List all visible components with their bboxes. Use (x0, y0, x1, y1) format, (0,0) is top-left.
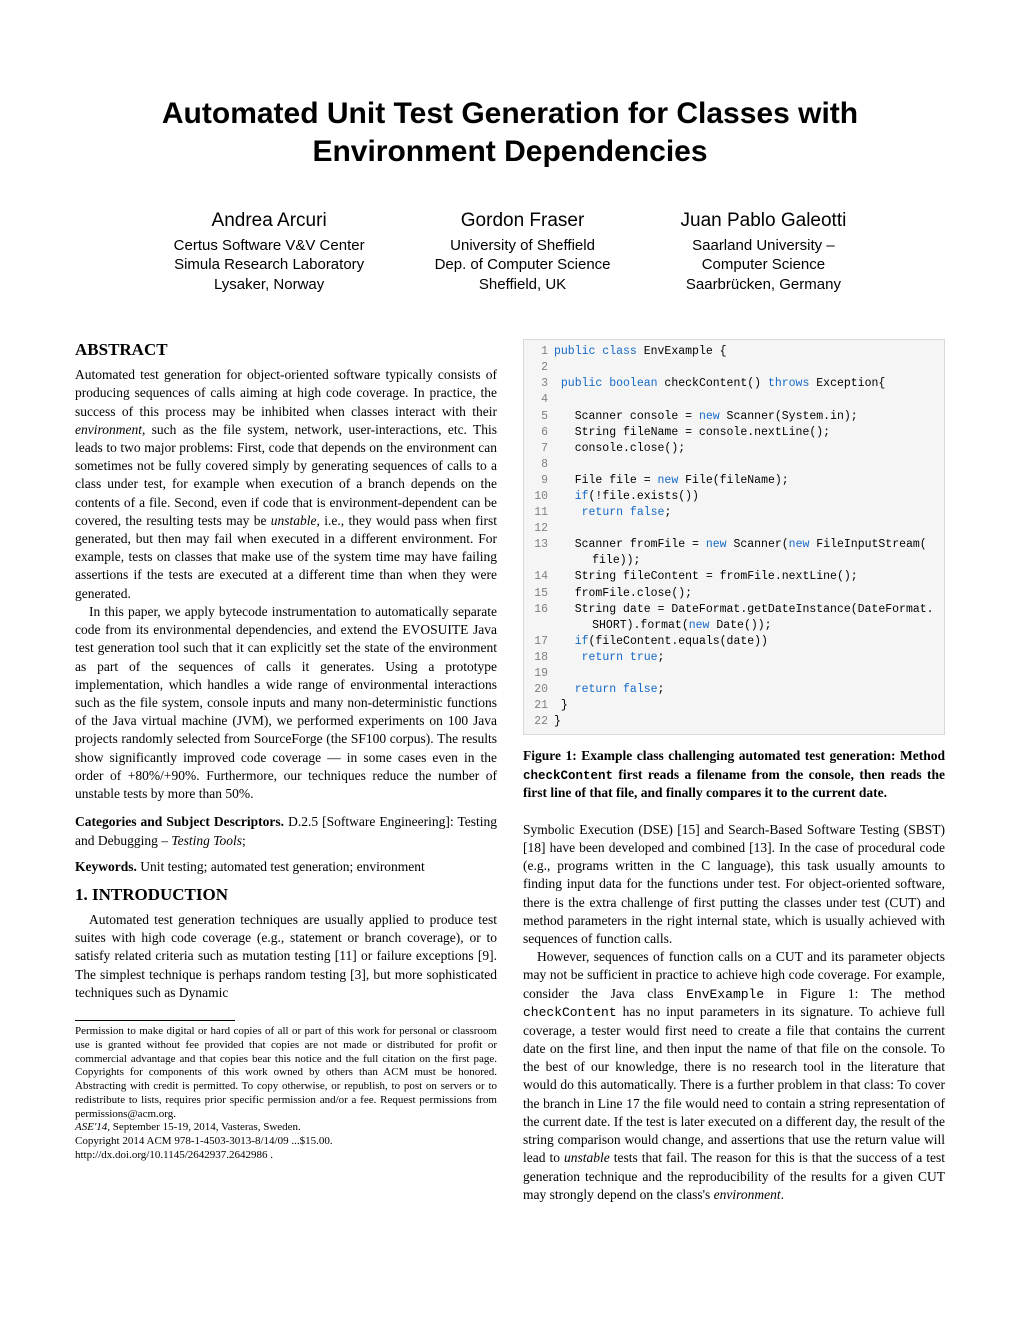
author-affil: Certus Software V&V Center (174, 236, 365, 256)
author-affil: Computer Science (681, 255, 847, 275)
abstract-p1: Automated test generation for object-ori… (75, 366, 497, 603)
rcol-p2: However, sequences of function calls on … (523, 948, 945, 1204)
author-name: Gordon Fraser (435, 208, 611, 234)
keywords: Keywords. Unit testing; automated test g… (75, 858, 497, 876)
author-affil: University of Sheffield (435, 236, 611, 256)
author: Juan Pablo Galeotti Saarland University … (681, 208, 847, 294)
author: Gordon Fraser University of Sheffield De… (435, 208, 611, 294)
author-affil: Dep. of Computer Science (435, 255, 611, 275)
rcol-p1: Symbolic Execution (DSE) [15] and Search… (523, 821, 945, 949)
author-affil: Sheffield, UK (435, 275, 611, 295)
left-column: ABSTRACT Automated test generation for o… (75, 339, 497, 1204)
author-name: Juan Pablo Galeotti (681, 208, 847, 234)
copyright-permission: Permission to make digital or hard copie… (75, 1025, 497, 1121)
categories: Categories and Subject Descriptors. D.2.… (75, 813, 497, 849)
copyright-line: Copyright 2014 ACM 978-1-4503-3013-8/14/… (75, 1135, 497, 1149)
figure-1-caption: Figure 1: Example class challenging auto… (523, 747, 945, 802)
author-block: Andrea Arcuri Certus Software V&V Center… (75, 208, 945, 294)
author-name: Andrea Arcuri (174, 208, 365, 234)
intro-heading: 1. INTRODUCTION (75, 884, 497, 907)
author-affil: Lysaker, Norway (174, 275, 365, 295)
author-affil: Saarbrücken, Germany (681, 275, 847, 295)
abstract-p2: In this paper, we apply bytecode instrum… (75, 603, 497, 803)
abstract-heading: ABSTRACT (75, 339, 497, 362)
copyright-rule (75, 1020, 235, 1021)
author-affil: Simula Research Laboratory (174, 255, 365, 275)
right-column: 1public class EnvExample { 2 3 public bo… (523, 339, 945, 1204)
copyright-venue: ASE'14, September 15-19, 2014, Vasteras,… (75, 1121, 497, 1135)
copyright-block: Permission to make digital or hard copie… (75, 1025, 497, 1163)
two-column-body: ABSTRACT Automated test generation for o… (75, 339, 945, 1204)
code-figure-1: 1public class EnvExample { 2 3 public bo… (523, 339, 945, 735)
paper-title: Automated Unit Test Generation for Class… (75, 95, 945, 170)
copyright-doi: http://dx.doi.org/10.1145/2642937.264298… (75, 1149, 497, 1163)
author: Andrea Arcuri Certus Software V&V Center… (174, 208, 365, 294)
intro-p1: Automated test generation techniques are… (75, 911, 497, 1002)
author-affil: Saarland University – (681, 236, 847, 256)
